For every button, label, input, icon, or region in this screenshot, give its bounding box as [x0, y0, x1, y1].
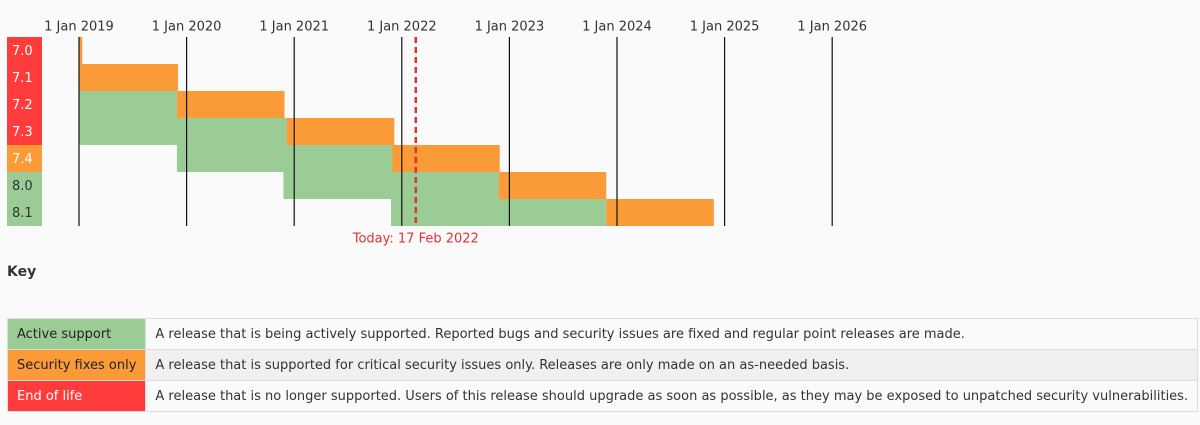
x-tick-label: 1 Jan 2026 [797, 20, 867, 35]
active-bar [176, 145, 393, 172]
x-tick-label: 1 Jan 2022 [367, 20, 437, 35]
key-table: Active support A release that is being ac… [6, 318, 1199, 412]
key-description: A release that is being actively support… [145, 318, 1199, 350]
version-cell [7, 37, 42, 64]
security-bar [79, 64, 178, 91]
key-label: Active support [6, 318, 147, 350]
key-body: Active support A release that is being ac… [6, 318, 1199, 412]
today-label: Today: 17 Feb 2022 [352, 232, 479, 247]
active-bar [283, 172, 499, 199]
version-cell [7, 145, 42, 172]
key-title: Key [7, 264, 37, 280]
security-bar [392, 145, 500, 172]
chart: 7.0 7.1 7.2 7.3 7.4 8.0 8.1 1 Jan 2019 1 Jan 202… [7, 20, 867, 247]
version-label: 8.0 [12, 179, 33, 194]
security-bar [176, 91, 285, 118]
version-label: 7.1 [12, 71, 33, 86]
x-tick-label: 1 Jan 2024 [582, 20, 652, 35]
version-label: 8.1 [12, 206, 33, 221]
key-row: Active support A release that is being ac… [6, 318, 1199, 350]
x-tick-label: 1 Jan 2019 [44, 20, 114, 35]
key-description: A release that is no longer supported. U… [145, 380, 1199, 412]
x-tick-label: 1 Jan 2025 [690, 20, 760, 35]
version-cell [7, 64, 42, 91]
version-cell [7, 199, 42, 226]
version-label: 7.2 [12, 98, 33, 113]
version-cell [7, 118, 42, 145]
version-label: 7.0 [12, 44, 33, 59]
x-tick-label: 1 Jan 2023 [475, 20, 545, 35]
active-bar [391, 199, 607, 226]
active-bar [79, 118, 287, 145]
version-cell [7, 91, 42, 118]
security-bar [286, 118, 395, 145]
active-bar [79, 91, 177, 118]
version-label: 7.3 [12, 125, 33, 140]
x-tick-label: 1 Jan 2020 [152, 20, 222, 35]
key-label: End of life [6, 380, 147, 412]
bars [79, 37, 714, 226]
grid [78, 37, 833, 226]
key-label: Security fixes only [6, 349, 147, 381]
version-label: 7.4 [12, 152, 33, 167]
security-bar [606, 199, 714, 226]
key-description: A release that is supported for critical… [145, 349, 1199, 381]
key-row: Security fixes only A release that is sup… [6, 349, 1199, 381]
key-row: End of life A release that is no longer s… [6, 380, 1199, 412]
version-cell [7, 172, 42, 199]
security-bar [79, 37, 83, 64]
x-tick-label: 1 Jan 2021 [259, 20, 329, 35]
security-bar [498, 172, 607, 199]
